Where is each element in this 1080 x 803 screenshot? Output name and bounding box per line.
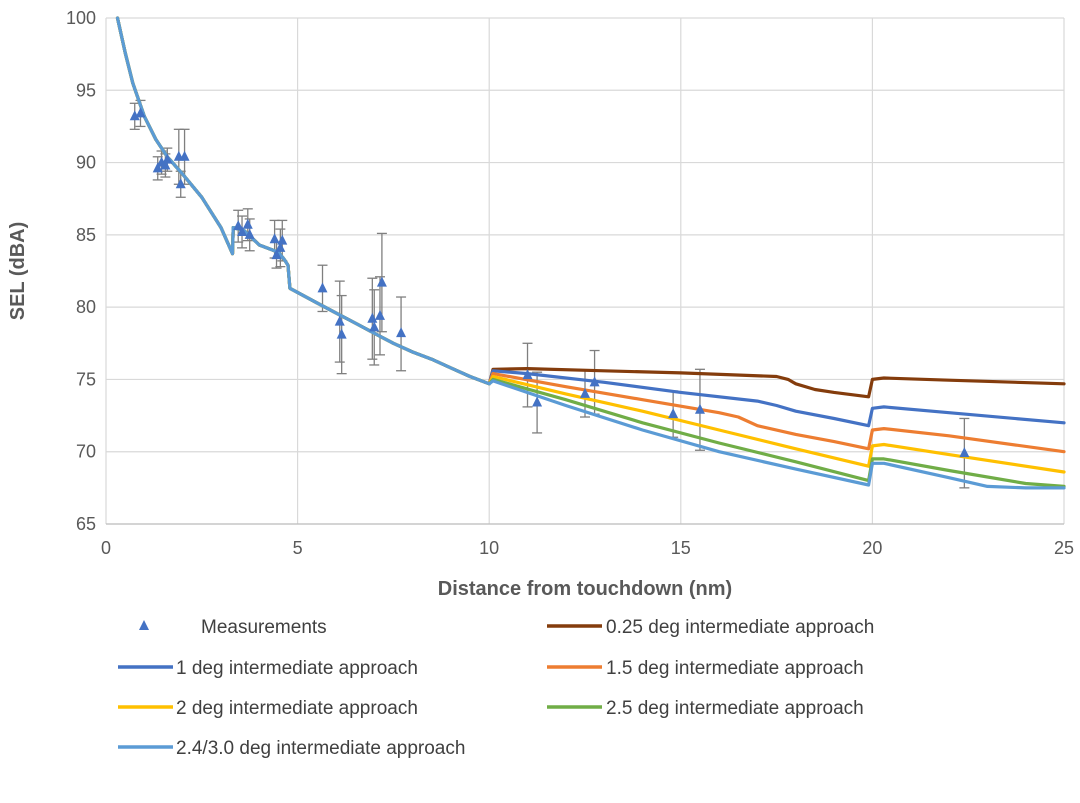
legend: Measurements 0.25 deg intermediate approa… [118,617,874,759]
series-lines [115,16,1066,490]
x-tick-label: 15 [671,538,691,558]
measurement-point [233,220,244,231]
measurement-point [334,315,345,326]
grid-lines [105,17,1065,525]
measurement-point [271,249,282,260]
measurement-point [694,403,705,414]
legend-item: 1 deg intermediate approach [118,658,418,679]
measurement-point [336,328,347,339]
x-tick-label: 5 [293,538,303,558]
measurement-point [275,241,286,252]
y-tick-label: 75 [76,369,96,389]
legend-label: 2.4/3.0 deg intermediate approach [176,738,465,759]
measurement-point [367,312,378,323]
measurement-markers [129,107,970,458]
legend-label: 2 deg intermediate approach [176,698,418,719]
series-line-1 [115,16,1066,399]
legend-label: 1 deg intermediate approach [176,658,418,679]
measurement-point [162,153,173,164]
y-axis-title: SEL (dBA) [7,222,29,321]
legend-label: 1.5 deg intermediate approach [606,658,864,679]
x-axis-title: Distance from touchdown (nm) [438,578,732,600]
legend-item: 2.4/3.0 deg intermediate approach [118,738,465,759]
measurement-point [269,233,280,244]
series-line-2 [115,16,1066,428]
x-tick-label: 0 [101,538,111,558]
measurement-point [522,369,533,380]
measurement-point [179,150,190,161]
legend-label: 0.25 deg intermediate approach [606,617,874,638]
legend-item: 2 deg intermediate approach [118,698,418,719]
legend-item: 1.5 deg intermediate approach [547,658,864,679]
measurement-point [580,387,590,398]
measurement-point [242,218,253,229]
measurement-point [160,159,171,170]
legend-item: 2.5 deg intermediate approach [547,698,864,719]
measurement-point [376,276,387,287]
x-axis-tick-labels: 0 5 10 15 20 25 [101,538,1074,558]
legend-label: Measurements [201,617,327,638]
y-tick-label: 100 [66,8,96,28]
measurement-error-bars [129,99,970,489]
x-tick-label: 20 [862,538,882,558]
legend-label: 2.5 deg intermediate approach [606,698,864,719]
measurement-point [317,282,328,293]
y-tick-label: 65 [76,514,96,534]
measurement-point [237,225,248,236]
measurement-point [589,376,600,387]
series-line-5 [115,16,1066,488]
measurement-point [959,447,970,458]
measurement-point [369,321,380,332]
y-tick-label: 85 [76,225,96,245]
measurement-point [374,309,385,320]
y-tick-label: 95 [76,80,96,100]
measurement-point [135,107,146,118]
measurement-point [175,178,186,189]
measurement-point [277,234,288,245]
y-axis-tick-labels: 65 70 75 80 85 90 95 100 [66,8,96,534]
x-tick-label: 25 [1054,538,1074,558]
legend-item: 0.25 deg intermediate approach [547,617,874,638]
measurement-point [244,228,255,239]
legend-item: Measurements [139,617,327,638]
measurement-point [396,327,407,338]
y-tick-label: 90 [76,153,96,173]
y-tick-label: 80 [76,297,96,317]
measurement-point [668,408,679,419]
x-tick-label: 10 [479,538,499,558]
measurement-point [532,396,543,407]
y-tick-label: 70 [76,442,96,462]
measurement-point [152,162,163,173]
measurement-point [129,110,140,121]
legend-marker-triangle [139,620,149,630]
series-line-6 [115,16,1066,490]
